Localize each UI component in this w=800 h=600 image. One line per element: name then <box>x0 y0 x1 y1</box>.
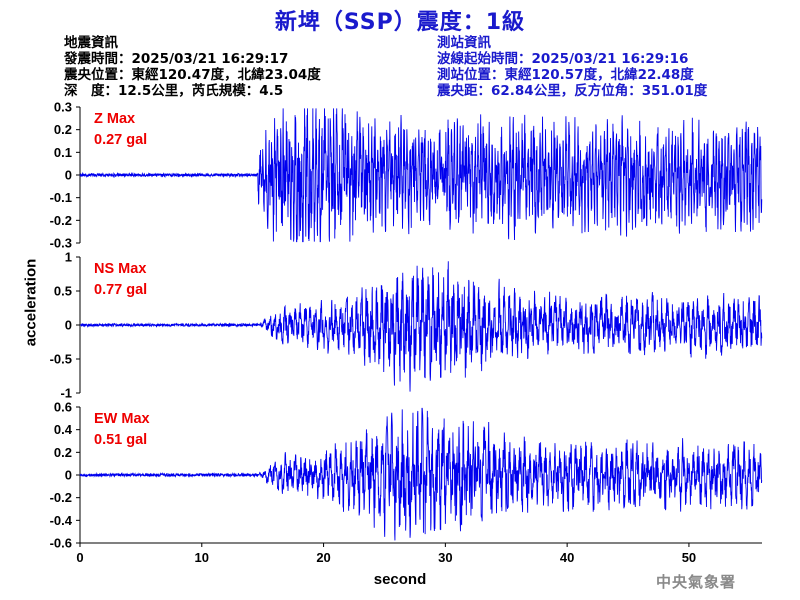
y-tick-label: -0.3 <box>50 236 72 251</box>
x-tick-label: 0 <box>76 550 83 565</box>
station-info-heading: 測站資訊 <box>437 35 491 51</box>
y-tick-label: 1 <box>65 250 72 265</box>
y-tick-label: 0.2 <box>54 122 72 137</box>
distance-azimuth: 震央距：62.84公里，反方位角：351.01度 <box>437 83 708 99</box>
panel-ew: -0.6 -0.4 -0.2 0 0.2 0.4 0.6 EW Max 0.51 gal <box>50 400 763 551</box>
origin-time: 發震時間：2025/03/21 16:29:17 <box>64 51 289 67</box>
x-tick-label: 30 <box>438 550 452 565</box>
y-tick-label: -0.4 <box>50 513 73 528</box>
waveform-ns <box>79 261 763 392</box>
panel-z: -0.3 -0.2 -0.1 0 0.1 0.2 0.3 Z Max 0.27 gal <box>50 100 763 251</box>
quake-info-heading: 地震資訊 <box>64 35 118 51</box>
wave-start-time: 波線起始時間：2025/03/21 16:29:16 <box>437 51 689 67</box>
x-tick-label: 40 <box>560 550 574 565</box>
y-tick-label: 0.4 <box>54 422 73 437</box>
max-label-title: NS Max <box>94 261 146 277</box>
y-tick-label: 0.2 <box>54 445 72 460</box>
y-tick-label: -0.2 <box>50 490 72 505</box>
y-tick-label: 0.6 <box>54 400 72 415</box>
x-tick-label: 50 <box>682 550 696 565</box>
y-tick-label: 0 <box>65 468 72 483</box>
station-location: 測站位置：東經120.57度，北緯22.48度 <box>437 67 694 83</box>
station-info: 測站資訊 波線起始時間：2025/03/21 16:29:16 測站位置：東經1… <box>437 35 707 99</box>
max-label-value: 0.51 gal <box>94 432 147 448</box>
y-tick-label: -0.5 <box>50 352 72 367</box>
panel-ns: -1 -0.5 0 0.5 1 NS Max 0.77 gal <box>50 250 763 401</box>
depth-magnitude: 深 度：12.5公里，芮氏規模：4.5 <box>64 83 284 99</box>
max-label-value: 0.77 gal <box>94 282 147 298</box>
y-tick-label: 0.3 <box>54 100 72 115</box>
chart-title: 新埤（SSP）震度：1級 <box>274 10 526 35</box>
y-tick-label: 0.1 <box>54 145 72 160</box>
y-tick-label: -1 <box>60 386 72 401</box>
agency-logo-text: 中央氣象署 <box>656 573 737 591</box>
y-axis-label: acceleration <box>22 258 40 347</box>
max-label-title: EW Max <box>94 411 150 427</box>
y-tick-label: 0 <box>65 168 72 183</box>
y-tick-label: -0.6 <box>50 536 72 551</box>
quake-info: 地震資訊 發震時間：2025/03/21 16:29:17 震央位置：東經120… <box>64 35 321 99</box>
y-tick-label: 0 <box>65 318 72 333</box>
x-axis-label: second <box>373 571 427 588</box>
y-tick-label: -0.2 <box>50 213 72 228</box>
x-tick-label: 10 <box>195 550 209 565</box>
max-label-value: 0.27 gal <box>94 132 147 148</box>
y-tick-label: -0.1 <box>50 190 72 205</box>
waveform-ew <box>79 407 763 541</box>
x-tick-label: 20 <box>316 550 330 565</box>
max-label-title: Z Max <box>94 111 135 127</box>
waveform-z <box>79 108 763 243</box>
epicenter-location: 震央位置：東經120.47度，北緯23.04度 <box>64 67 321 83</box>
y-tick-label: 0.5 <box>54 284 72 299</box>
